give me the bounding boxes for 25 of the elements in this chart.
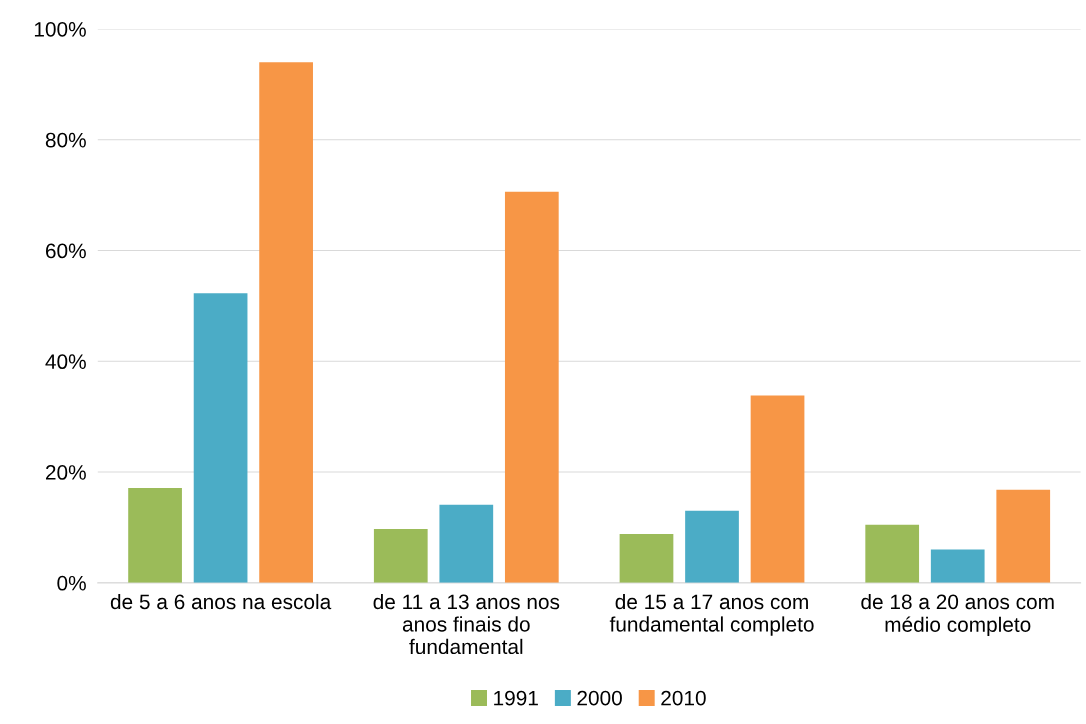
y-tick-label: 0% bbox=[57, 575, 86, 591]
bar bbox=[128, 488, 182, 583]
bar bbox=[685, 510, 739, 583]
y-tick-label: 100% bbox=[34, 21, 86, 37]
y-tick-label: 60% bbox=[45, 243, 86, 259]
y-tick-label: 80% bbox=[45, 132, 86, 148]
bar bbox=[930, 549, 985, 583]
x-tick-label: de 15 a 17 anos com fundamental completo bbox=[609, 593, 814, 636]
legend-label: 1991 bbox=[494, 690, 538, 706]
x-tick-label: de 18 a 20 anos com médio completo bbox=[861, 593, 1054, 637]
legend-label: 2000 bbox=[577, 690, 622, 706]
bar bbox=[504, 191, 559, 583]
bar bbox=[865, 524, 920, 583]
x-tick-label: de 5 a 6 anos na escola bbox=[110, 593, 332, 610]
bar bbox=[439, 504, 494, 583]
y-tick-label: 40% bbox=[45, 354, 86, 370]
bar bbox=[373, 529, 428, 583]
x-tick-label: de 11 a 13 anos nos anos finais do fundamental bbox=[373, 593, 560, 655]
bar bbox=[619, 534, 674, 583]
y-tick-label: 20% bbox=[45, 465, 86, 480]
bar bbox=[259, 62, 313, 583]
legend-label: 2010 bbox=[661, 690, 706, 706]
bar bbox=[996, 489, 1051, 583]
bar bbox=[750, 395, 805, 583]
bar bbox=[193, 293, 248, 583]
